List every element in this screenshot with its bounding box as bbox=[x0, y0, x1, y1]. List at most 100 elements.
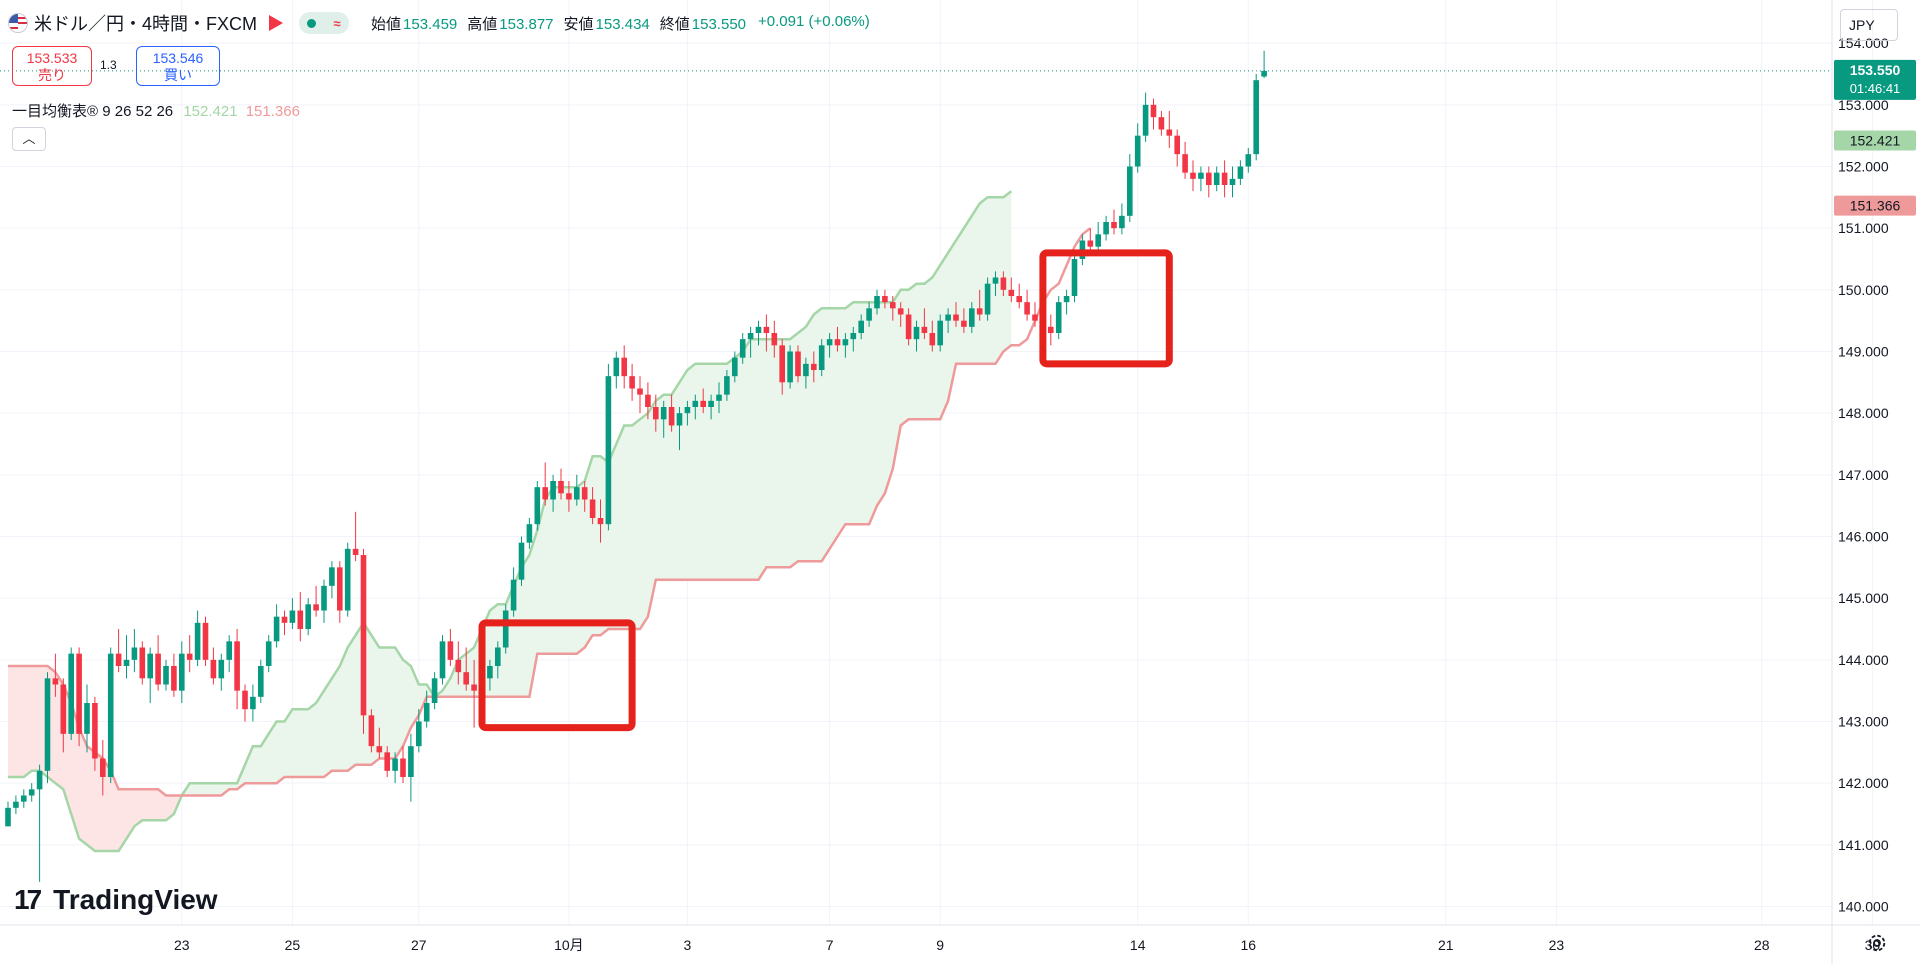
candle-body bbox=[747, 333, 754, 340]
candle bbox=[1182, 141, 1188, 179]
candle bbox=[5, 801, 11, 827]
candle-body bbox=[92, 703, 98, 759]
candle-body bbox=[147, 653, 153, 679]
candle-body bbox=[305, 604, 311, 629]
current-price-value: 153.550 bbox=[1850, 62, 1901, 78]
candle bbox=[1119, 203, 1125, 235]
candle-body bbox=[487, 666, 493, 679]
candle-body bbox=[795, 351, 801, 377]
candle bbox=[510, 567, 517, 617]
candle bbox=[858, 314, 864, 340]
candle-body bbox=[376, 746, 383, 753]
time-tick-label: 14 bbox=[1130, 937, 1146, 953]
candle bbox=[1024, 289, 1030, 321]
candle-body bbox=[28, 789, 35, 796]
price-tick-label: 154.000 bbox=[1838, 35, 1889, 51]
candle bbox=[36, 764, 43, 882]
chart-settings-gear-icon[interactable] bbox=[1866, 932, 1888, 954]
candle bbox=[1158, 111, 1165, 136]
chevron-up-icon: ︿ bbox=[22, 131, 36, 146]
candle-body bbox=[921, 326, 928, 333]
candle bbox=[526, 518, 533, 549]
candle-body bbox=[755, 326, 762, 333]
candle bbox=[1261, 50, 1267, 79]
price-tick-label: 140.000 bbox=[1838, 899, 1889, 915]
buy-button[interactable]: 153.546 買い bbox=[136, 46, 220, 86]
candle bbox=[376, 727, 383, 759]
time-tick-label: 7 bbox=[826, 937, 834, 953]
candle bbox=[1103, 215, 1109, 241]
candle-body bbox=[510, 579, 517, 611]
candle bbox=[76, 647, 82, 747]
candle bbox=[337, 561, 343, 623]
axis-price-label-text: 151.366 bbox=[1850, 198, 1901, 214]
candle bbox=[455, 641, 462, 685]
candle-body bbox=[76, 653, 82, 734]
indicator-span-a-value: 152.421 bbox=[183, 103, 238, 120]
candle bbox=[1008, 277, 1015, 303]
candle bbox=[416, 709, 422, 753]
candle bbox=[969, 302, 975, 333]
bar-countdown: 01:46:41 bbox=[1850, 81, 1901, 96]
candle bbox=[250, 684, 256, 722]
candle bbox=[1253, 74, 1259, 161]
candle bbox=[171, 653, 177, 697]
time-tick-label: 25 bbox=[285, 937, 301, 953]
candle bbox=[692, 394, 699, 420]
candle bbox=[779, 339, 785, 395]
tradingview-logo[interactable]: 17 TradingView bbox=[14, 884, 218, 916]
candle bbox=[289, 598, 296, 629]
candle-body bbox=[842, 339, 849, 346]
candle-body bbox=[668, 407, 675, 426]
market-status-pill[interactable]: ≈ bbox=[299, 12, 350, 34]
candle bbox=[747, 326, 754, 358]
candle bbox=[905, 308, 912, 346]
candle bbox=[115, 629, 122, 673]
candle bbox=[787, 345, 793, 389]
price-tick-label: 148.000 bbox=[1838, 405, 1889, 421]
candle bbox=[937, 314, 943, 352]
candle-body bbox=[818, 345, 825, 370]
candle-body bbox=[976, 308, 983, 315]
candle bbox=[107, 647, 114, 784]
price-tick-label: 141.000 bbox=[1838, 837, 1889, 853]
candle bbox=[1127, 154, 1133, 222]
price-tick-label: 146.000 bbox=[1838, 529, 1889, 545]
candle bbox=[629, 363, 635, 401]
candle-body bbox=[1261, 70, 1267, 77]
candle-body bbox=[660, 407, 667, 420]
tradingview-mark-icon: 17 bbox=[14, 884, 42, 915]
candles[interactable] bbox=[5, 50, 1267, 882]
candle bbox=[1016, 283, 1022, 309]
candle-body bbox=[455, 659, 462, 673]
candle-body bbox=[463, 672, 469, 685]
candle bbox=[155, 635, 161, 691]
candle-body bbox=[787, 351, 793, 383]
usd-jpy-flag-icon bbox=[8, 13, 28, 33]
delayed-data-icon: ≈ bbox=[333, 15, 341, 31]
candle-body bbox=[581, 487, 588, 500]
candle bbox=[961, 308, 967, 333]
price-tick-label: 145.000 bbox=[1838, 590, 1889, 606]
candle bbox=[226, 635, 232, 673]
candle bbox=[1063, 289, 1070, 315]
candle bbox=[684, 400, 691, 426]
candle bbox=[13, 795, 19, 814]
symbol-title[interactable]: 米ドル／円・4時間・FXCM bbox=[34, 14, 258, 34]
currency-selector[interactable]: JPY bbox=[1840, 9, 1898, 41]
indicator-legend[interactable]: 一目均衡表® 9 26 52 26 152.421 151.366 bbox=[12, 100, 300, 121]
candle-body bbox=[1095, 234, 1101, 247]
price-tick-label: 147.000 bbox=[1838, 467, 1889, 483]
candle-body bbox=[392, 758, 398, 771]
candle-body bbox=[834, 339, 841, 346]
candle bbox=[976, 289, 983, 321]
candle-body bbox=[574, 487, 580, 500]
candle-body bbox=[431, 678, 438, 703]
candle bbox=[795, 345, 801, 383]
candle-body bbox=[826, 339, 833, 346]
sell-button[interactable]: 153.533 売り bbox=[12, 46, 92, 86]
collapse-legend-button[interactable]: ︿ bbox=[12, 127, 46, 151]
candle bbox=[668, 394, 675, 432]
flag-marker-icon[interactable] bbox=[269, 15, 284, 31]
